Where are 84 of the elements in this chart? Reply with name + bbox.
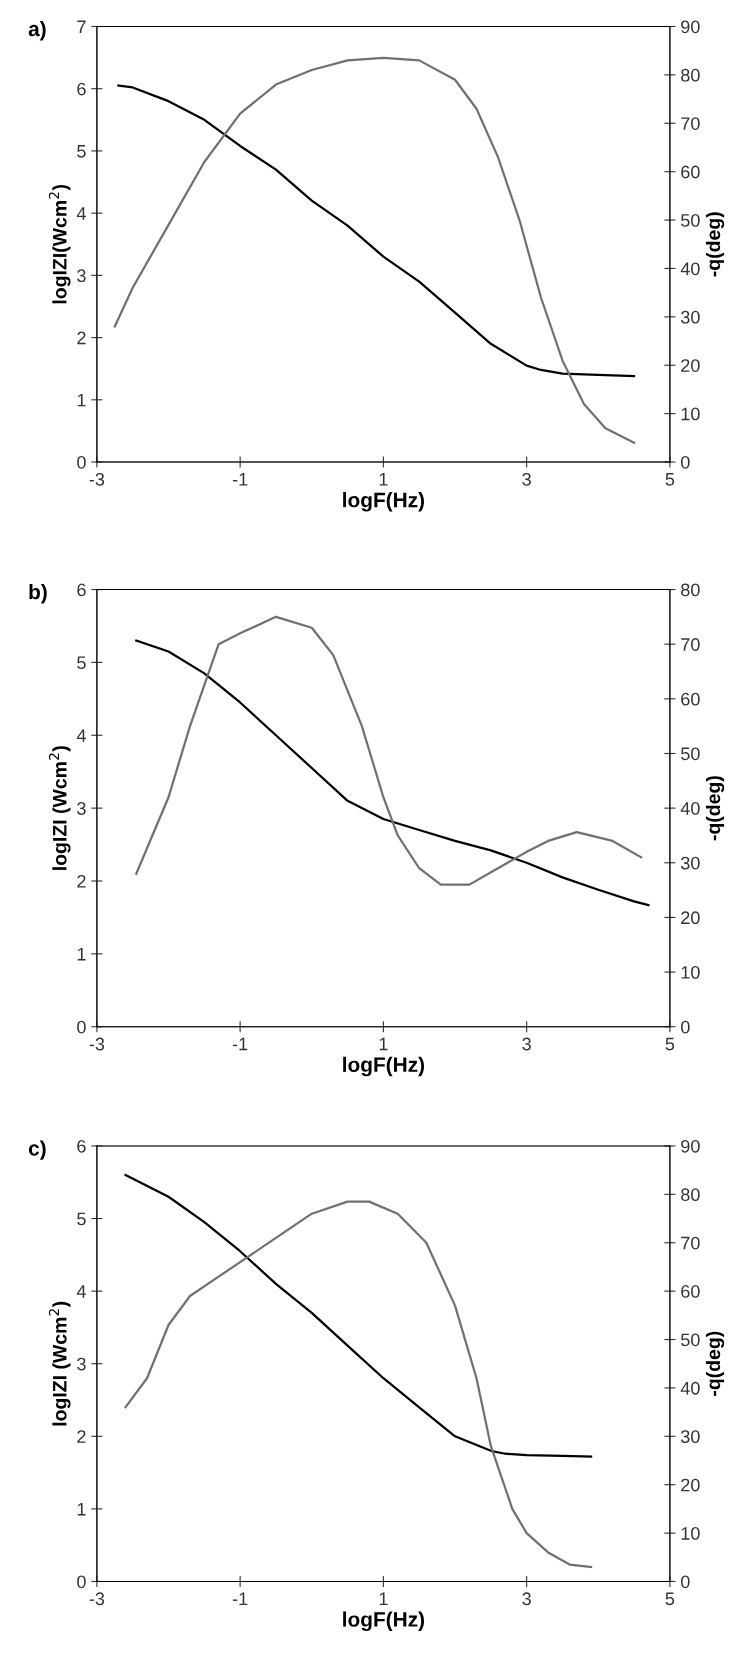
y2-tick-label: 90 (681, 20, 700, 34)
y-tick-label: 1 (77, 393, 86, 407)
x-tick-label: -3 (89, 472, 105, 486)
y-tick-label: 4 (76, 729, 86, 742)
x-tick-label: -3 (89, 1592, 105, 1606)
y2-tick-label: 20 (681, 359, 700, 372)
line-series (135, 615, 643, 886)
y2-tick-label: 60 (681, 165, 700, 179)
line-series (117, 84, 636, 378)
x-tick-label: 5 (665, 473, 675, 486)
y-tick-label: 0 (77, 1575, 86, 1589)
x-axis-title: logF(Hz) (343, 1056, 424, 1077)
x-tick-label: 3 (522, 472, 531, 486)
y-tick-label: 5 (77, 656, 86, 670)
line-series (135, 639, 650, 907)
y-tick-label: 4 (76, 207, 86, 220)
y-tick-label: 2 (77, 331, 86, 345)
y2-tick-label: 40 (680, 262, 700, 276)
y2-tick-label: 0 (681, 1575, 690, 1589)
y2-tick-label: 10 (681, 1527, 700, 1540)
y2-tick-label: 0 (681, 1020, 690, 1034)
y-tick-label: 1 (77, 947, 86, 961)
y2-axis-title: -q(deg) (705, 776, 725, 841)
y-axis-title: logIZI (Wcm$^{2}$) (48, 746, 71, 870)
chart-title: b) (29, 584, 47, 604)
x-tick-label: -1 (232, 1592, 248, 1605)
y-tick-label: 2 (77, 874, 86, 888)
y-tick-label: 6 (77, 82, 86, 96)
x-tick-label: -1 (232, 1037, 248, 1051)
y-axis-title: logIZI (Wcm$^{2}$) (48, 1301, 71, 1426)
y-tick-label: 7 (77, 20, 86, 34)
y-tick-label: 6 (77, 583, 86, 597)
y2-tick-label: 50 (681, 747, 700, 761)
y-tick-label: 4 (76, 1285, 86, 1298)
x-tick-label: 1 (379, 1592, 388, 1605)
y2-tick-label: 70 (681, 117, 700, 130)
y-tick-label: 2 (77, 1430, 86, 1443)
y-tick-label: 3 (77, 802, 86, 815)
y2-tick-label: 30 (681, 856, 700, 870)
y-tick-label: 5 (77, 1212, 86, 1226)
x-tick-label: 5 (665, 1592, 675, 1606)
x-axis-title: logF(Hz) (343, 1611, 424, 1632)
y-axis-title: logIZI(Wcm$^{2}$) (48, 184, 71, 304)
x-tick-label: 1 (379, 473, 388, 486)
chart-title: c) (28, 1140, 46, 1160)
y2-tick-label: 90 (681, 1139, 700, 1153)
y2-tick-label: 50 (681, 214, 700, 227)
y2-tick-label: 80 (681, 583, 700, 597)
y2-tick-label: 20 (681, 1478, 700, 1492)
x-tick-label: -3 (89, 1037, 105, 1051)
y2-axis-title: -q(deg) (705, 1331, 725, 1396)
y2-tick-label: 10 (681, 407, 700, 421)
y2-tick-label: 80 (681, 68, 700, 82)
chart-title: a) (28, 20, 46, 41)
y2-tick-label: 30 (681, 310, 700, 324)
x-tick-label: 1 (379, 1037, 388, 1051)
y2-tick-label: 70 (681, 1236, 700, 1250)
y2-tick-label: 40 (680, 802, 700, 815)
x-axis-title: logF(Hz) (343, 492, 424, 512)
y2-tick-label: 10 (681, 966, 700, 979)
y-tick-label: 5 (77, 145, 86, 158)
y2-tick-label: 60 (681, 1285, 700, 1298)
y-tick-label: 0 (77, 1020, 86, 1034)
y2-tick-label: 0 (681, 455, 690, 469)
line-series (113, 56, 636, 444)
x-tick-label: 5 (665, 1037, 675, 1051)
y-tick-label: 1 (77, 1503, 86, 1516)
y-tick-label: 3 (77, 1357, 86, 1371)
y-tick-label: 0 (77, 455, 86, 469)
y2-tick-label: 30 (681, 1430, 700, 1444)
x-tick-label: 3 (522, 1037, 531, 1051)
y-tick-label: 6 (77, 1139, 86, 1153)
y2-tick-label: 40 (680, 1381, 700, 1395)
x-tick-label: -1 (232, 473, 248, 486)
y2-tick-label: 60 (681, 692, 700, 706)
x-tick-label: 3 (522, 1592, 531, 1606)
y2-tick-label: 80 (681, 1188, 700, 1202)
y2-tick-label: 50 (681, 1333, 700, 1347)
y2-tick-label: 70 (681, 638, 700, 651)
line-series (124, 1173, 593, 1458)
y2-tick-label: 20 (681, 911, 700, 925)
y-tick-label: 3 (77, 269, 86, 283)
y2-axis-title: -q(deg) (705, 212, 725, 277)
line-series (124, 1200, 593, 1569)
